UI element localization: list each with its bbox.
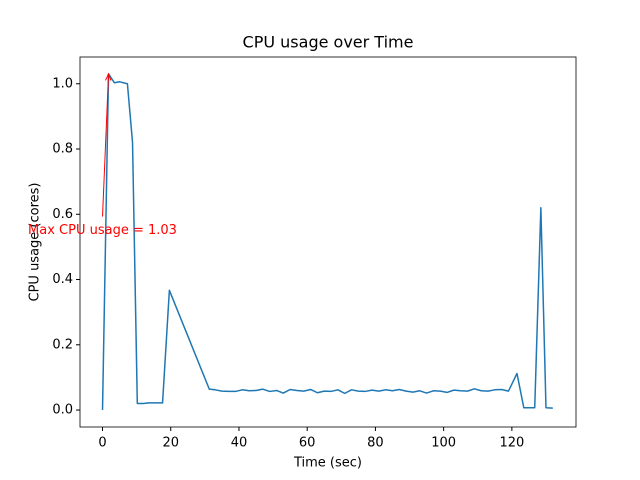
y-tick-label: 0.8: [52, 142, 73, 157]
y-tick-label: 0.2: [52, 337, 73, 352]
x-tick-label: 100: [431, 436, 456, 451]
annotation-text: Max CPU usage = 1.03: [28, 223, 177, 238]
data-line: [101, 73, 553, 411]
y-tick-label: 0.0: [52, 403, 73, 418]
x-tick-label: 20: [162, 436, 179, 451]
y-tick-label: 1.0: [52, 76, 73, 91]
x-tick-label: 0: [98, 436, 106, 451]
annotation-arrowhead: [105, 72, 112, 81]
y-tick-label: 0.4: [52, 272, 73, 287]
y-axis-label: CPU usage (cores): [28, 183, 43, 302]
plot-frame: [79, 56, 577, 428]
x-tick-label: 80: [367, 436, 384, 451]
x-axis-label: Time (sec): [293, 456, 362, 471]
y-tick-label: 0.6: [52, 207, 73, 222]
x-tick-label: 40: [231, 436, 248, 451]
x-tick-label: 120: [499, 436, 524, 451]
x-tick-label: 60: [299, 436, 316, 451]
chart-title: CPU usage over Time: [243, 33, 414, 52]
annotation-arrow: [102, 73, 110, 217]
